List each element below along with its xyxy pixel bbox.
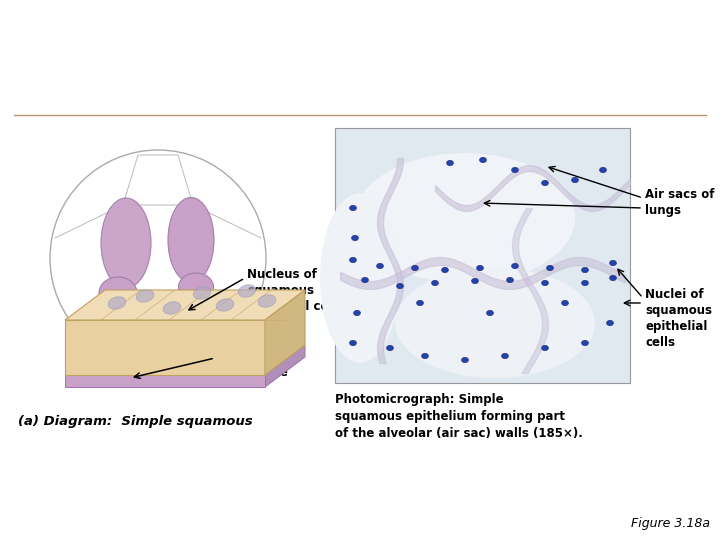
Ellipse shape — [582, 267, 588, 273]
Polygon shape — [65, 320, 265, 375]
Ellipse shape — [600, 167, 606, 173]
Text: (a) Diagram:  Simple squamous: (a) Diagram: Simple squamous — [18, 415, 253, 428]
Text: Photomicrograph: Simple
squamous epithelium forming part
of the alveolar (air sa: Photomicrograph: Simple squamous epithel… — [335, 393, 583, 440]
Ellipse shape — [397, 284, 403, 289]
Ellipse shape — [320, 193, 400, 363]
Ellipse shape — [572, 177, 578, 183]
Ellipse shape — [108, 297, 126, 309]
Text: Figure 3.18a: Figure 3.18a — [631, 517, 710, 530]
Ellipse shape — [582, 340, 588, 346]
Ellipse shape — [179, 273, 214, 301]
Ellipse shape — [477, 265, 484, 271]
Ellipse shape — [168, 198, 214, 282]
Text: Nucleus of
squamous
epithelial cell: Nucleus of squamous epithelial cell — [247, 268, 336, 313]
Ellipse shape — [354, 310, 361, 316]
Ellipse shape — [416, 300, 423, 306]
Ellipse shape — [349, 340, 356, 346]
Ellipse shape — [441, 267, 449, 273]
Ellipse shape — [511, 167, 518, 173]
Ellipse shape — [582, 280, 588, 286]
Ellipse shape — [387, 345, 394, 351]
Ellipse shape — [349, 257, 356, 263]
Ellipse shape — [377, 263, 384, 269]
FancyBboxPatch shape — [335, 128, 630, 383]
Ellipse shape — [610, 260, 616, 266]
Ellipse shape — [99, 277, 137, 309]
Ellipse shape — [238, 285, 256, 297]
Ellipse shape — [355, 153, 575, 283]
Ellipse shape — [136, 290, 154, 302]
Polygon shape — [265, 290, 305, 375]
Ellipse shape — [541, 280, 549, 286]
Ellipse shape — [351, 235, 359, 241]
Ellipse shape — [562, 300, 569, 306]
Ellipse shape — [480, 157, 487, 163]
Ellipse shape — [610, 275, 616, 281]
Ellipse shape — [349, 205, 356, 211]
Ellipse shape — [431, 280, 438, 286]
Ellipse shape — [412, 265, 418, 271]
Ellipse shape — [546, 265, 554, 271]
Text: Basement
membrane: Basement membrane — [217, 350, 288, 379]
Text: Air sacs of
lungs: Air sacs of lungs — [645, 188, 714, 217]
Polygon shape — [65, 345, 305, 375]
Ellipse shape — [511, 263, 518, 269]
Ellipse shape — [101, 198, 151, 288]
Ellipse shape — [462, 357, 469, 363]
Ellipse shape — [258, 295, 276, 307]
Ellipse shape — [606, 320, 613, 326]
Ellipse shape — [541, 180, 549, 186]
Ellipse shape — [163, 302, 181, 314]
Ellipse shape — [216, 299, 234, 311]
Ellipse shape — [421, 353, 428, 359]
Ellipse shape — [193, 287, 211, 299]
Polygon shape — [65, 375, 265, 387]
Ellipse shape — [541, 345, 549, 351]
Ellipse shape — [361, 277, 369, 283]
Polygon shape — [65, 290, 305, 320]
Ellipse shape — [472, 278, 479, 284]
Text: Nuclei of
squamous
epithelial
cells: Nuclei of squamous epithelial cells — [645, 288, 712, 349]
Ellipse shape — [506, 277, 513, 283]
Ellipse shape — [395, 268, 595, 378]
Polygon shape — [265, 345, 305, 387]
Ellipse shape — [502, 353, 508, 359]
Ellipse shape — [446, 160, 454, 166]
Ellipse shape — [487, 310, 493, 316]
